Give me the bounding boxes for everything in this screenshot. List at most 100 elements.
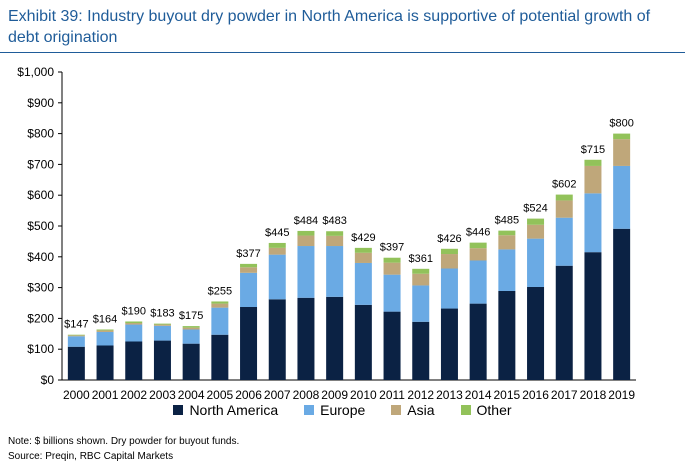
y-tick-label: $500 <box>27 219 54 233</box>
bar-segment-asia <box>527 224 545 239</box>
bar-segment-north-america <box>125 341 143 380</box>
x-tick-label: 2003 <box>149 388 176 402</box>
bar-segment-other <box>498 230 516 236</box>
bar-total-label: $429 <box>351 232 375 244</box>
bar-segment-other <box>584 159 602 166</box>
bar-total-label: $445 <box>265 227 289 239</box>
bar-segment-asia <box>326 235 344 247</box>
bar-segment-asia <box>125 323 143 325</box>
bar-total-label: $602 <box>552 179 576 191</box>
bar-segment-europe <box>182 329 200 344</box>
legend-label: North America <box>189 402 279 418</box>
bar-segment-asia <box>182 327 200 330</box>
bar-segment-north-america <box>469 303 487 380</box>
x-tick-label: 2018 <box>580 388 607 402</box>
bar-segment-north-america <box>383 311 401 380</box>
y-tick-label: $200 <box>27 311 54 325</box>
bar-total-label: $484 <box>294 215 318 227</box>
y-tick-label: $1,000 <box>17 65 54 79</box>
y-tick-label: $100 <box>27 342 54 356</box>
x-tick-label: 2016 <box>522 388 549 402</box>
bar-segment-north-america <box>412 321 430 380</box>
bar-total-label: $397 <box>380 242 404 254</box>
bar-total-label: $426 <box>437 233 461 245</box>
bar-segment-other <box>182 326 200 328</box>
bar-segment-north-america <box>67 346 85 380</box>
bar-total-label: $164 <box>93 313 117 325</box>
x-tick-label: 2019 <box>608 388 635 402</box>
bar-segment-europe <box>469 260 487 304</box>
bar-segment-north-america <box>297 297 315 380</box>
x-tick-label: 2010 <box>350 388 377 402</box>
bar-segment-other <box>354 247 372 253</box>
bar-segment-europe <box>555 217 573 266</box>
legend-swatch <box>460 405 471 415</box>
x-tick-label: 2001 <box>92 388 119 402</box>
legend-label: Asia <box>407 402 435 418</box>
bar-total-label: $361 <box>409 253 433 265</box>
bar-segment-other <box>96 329 114 331</box>
y-tick-label: $800 <box>27 127 54 141</box>
bar-segment-europe <box>240 272 258 308</box>
bar-total-label: $800 <box>609 118 633 130</box>
bar-segment-north-america <box>527 286 545 380</box>
bar-segment-asia <box>584 165 602 194</box>
bar-segment-north-america <box>268 299 286 380</box>
bar-segment-north-america <box>211 334 229 380</box>
bar-segment-asia <box>297 235 315 247</box>
bar-total-label: $147 <box>64 319 88 331</box>
legend-item-europe: Europe <box>304 402 365 418</box>
legend-swatch <box>304 405 315 415</box>
bar-segment-other <box>240 263 258 268</box>
bar-segment-other <box>211 301 229 304</box>
x-tick-label: 2005 <box>206 388 233 402</box>
bar-segment-other <box>268 242 286 248</box>
bar-segment-other <box>555 194 573 201</box>
chart-title: Exhibit 39: Industry buyout dry powder i… <box>8 8 651 46</box>
bar-segment-asia <box>96 330 114 332</box>
bar-total-label: $524 <box>523 203 547 215</box>
x-tick-label: 2017 <box>551 388 578 402</box>
x-tick-label: 2004 <box>178 388 205 402</box>
bar-segment-other <box>440 248 458 255</box>
bar-segment-asia <box>383 262 401 275</box>
stacked-bar-chart: $0 $100 $200 $300 $400 $500 $600 $700 $800 $900 $1… <box>17 65 636 402</box>
bar-segment-other <box>469 242 487 249</box>
bar-total-label: $485 <box>495 215 519 227</box>
chart-note: Note: $ billions shown. Dry powder for b… <box>8 436 240 447</box>
bar-segment-europe <box>527 238 545 287</box>
title-divider <box>0 52 685 53</box>
bar-segment-asia <box>469 248 487 261</box>
legend-label: Europe <box>320 402 366 418</box>
bar-segment-north-america <box>182 343 200 380</box>
legend-swatch <box>173 405 184 415</box>
bar-total-label: $483 <box>322 215 346 227</box>
bar-segment-asia <box>153 324 171 326</box>
x-tick-label: 2015 <box>493 388 520 402</box>
bar-segment-north-america <box>354 304 372 380</box>
x-tick-label: 2007 <box>264 388 291 402</box>
bar-segment-other <box>153 323 171 325</box>
x-tick-label: 2011 <box>379 388 405 402</box>
bar-segment-north-america <box>153 340 171 380</box>
bar-segment-europe <box>153 325 171 341</box>
y-tick-label: $0 <box>41 373 55 387</box>
x-tick-label: 2002 <box>120 388 147 402</box>
y-tick-label: $700 <box>27 157 54 171</box>
bar-segment-europe <box>268 254 286 300</box>
x-tick-label: 2013 <box>436 388 463 402</box>
bar-segment-europe <box>67 336 85 347</box>
bar-segment-europe <box>125 324 143 342</box>
bar-total-label: $377 <box>236 248 260 260</box>
legend-item-other: Other <box>460 402 512 418</box>
legend-label: Other <box>476 402 512 418</box>
x-tick-label: 2014 <box>465 388 492 402</box>
bar-segment-asia <box>354 252 372 263</box>
bar-segment-north-america <box>555 265 573 380</box>
bar-segment-europe <box>96 331 114 346</box>
bar-segment-asia <box>67 335 85 337</box>
x-tick-label: 2008 <box>293 388 320 402</box>
bar-segment-europe <box>584 193 602 253</box>
bar-segment-europe <box>354 262 372 305</box>
bar-segment-europe <box>412 285 430 322</box>
